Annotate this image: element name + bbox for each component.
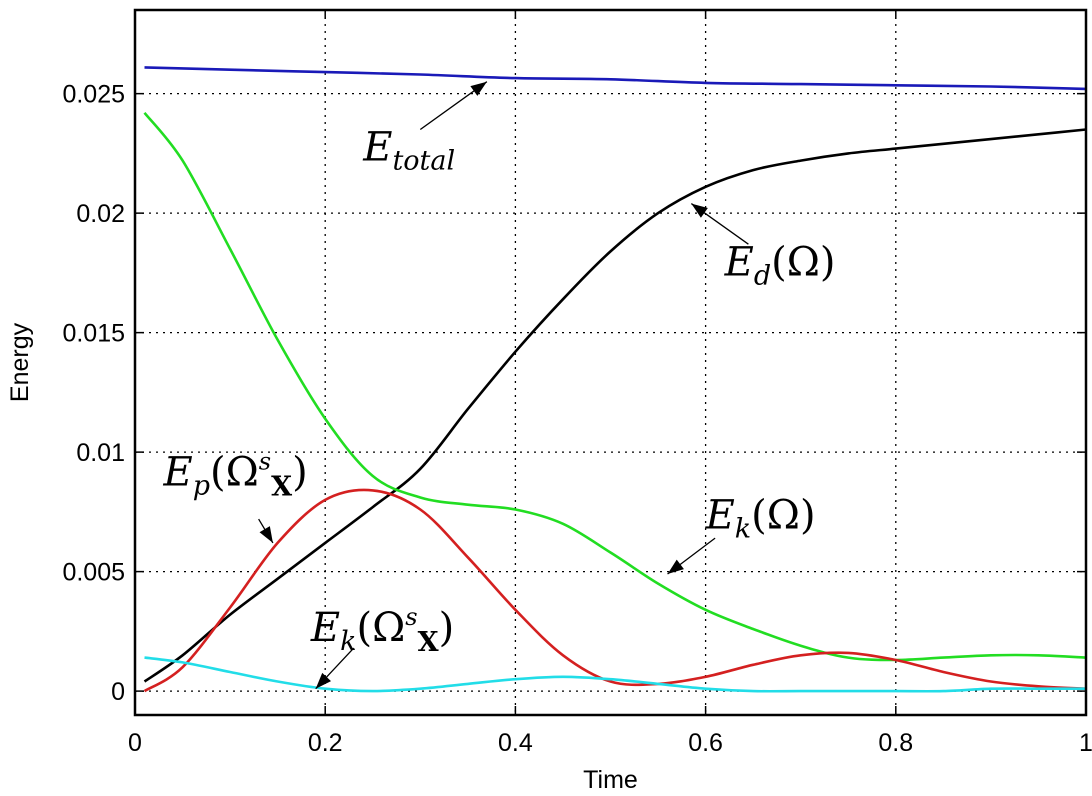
annotation-ep: Ep(ΩsX) [163,448,308,544]
annotation-label-ep: Ep(ΩsX) [163,448,308,503]
series-line-ek [143,111,1087,662]
x-tick-label: 0 [128,729,142,757]
x-tick-label: 0.8 [878,729,913,757]
annotation-label-ed: Ed(Ω) [724,239,836,291]
series-line-eks [144,656,1086,693]
annotation-eks: Ek(ΩsX) [310,603,454,690]
annotation-label-eks: Ek(ΩsX) [310,603,454,658]
y-tick-label: 0.025 [62,81,125,109]
series-line-ep [143,488,1087,693]
y-tick-label: 0.02 [76,200,125,228]
annotation-label-ek: Ek(Ω) [705,493,816,545]
series-line-ed [143,128,1087,683]
grid [135,10,1086,715]
annotations: Etotal Ed(Ω) Ek(Ω) Ep(ΩsX) Ek(ΩsX) [163,81,836,690]
annotation-arrowhead-ed [691,203,708,218]
x-axis-label: Time [583,766,638,794]
annotation-arrowhead-total [470,81,487,96]
series-lines [143,66,1087,693]
annotation-arrowhead-eks [315,672,332,689]
annotation-arrowhead-ep [259,526,273,543]
x-tick-label: 0.2 [308,729,343,757]
annotation-total: Etotal [362,81,488,177]
annotation-label-total: Etotal [362,125,455,177]
annotation-arrowhead-ek [667,559,684,574]
y-tick-label: 0.015 [62,320,125,348]
annotation-ed: Ed(Ω) [690,203,836,291]
annotation-ek: Ek(Ω) [667,493,816,575]
x-tick-label: 0.4 [498,729,533,757]
y-tick-label: 0 [111,678,125,706]
series-line-total [144,66,1087,91]
y-axis-label: Energy [6,322,34,402]
x-tick-label: 0.6 [688,729,723,757]
y-tick-label: 0.01 [76,439,125,467]
y-tick-label: 0.005 [62,559,125,587]
x-tick-label: 1 [1079,729,1092,757]
ticks: 0 0.2 0.4 0.6 0.8 1 0 0.005 0.01 0.015 0.02 0.025 [62,10,1092,757]
plot-frame [133,8,1088,717]
